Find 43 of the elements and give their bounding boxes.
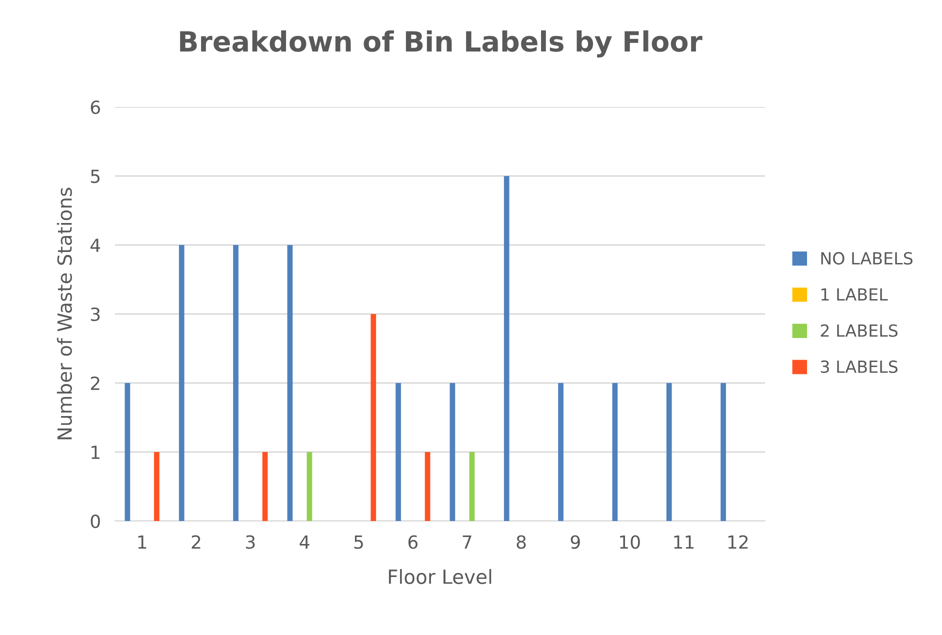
x-tick-label: 5	[354, 535, 363, 549]
x-tick-label: 3	[246, 535, 255, 549]
bar	[612, 383, 618, 521]
y-tick-label: 4	[90, 238, 100, 252]
legend-label: 2 LABELS	[820, 324, 898, 337]
bar	[306, 452, 312, 521]
x-tick-label: 4	[300, 535, 310, 549]
x-axis-title: Floor Level	[388, 569, 492, 584]
bar	[558, 383, 564, 521]
x-tick-label: 9	[570, 535, 580, 549]
x-tick-label: 7	[462, 535, 472, 549]
bar	[154, 452, 160, 521]
bar	[178, 245, 184, 521]
bar	[504, 176, 510, 521]
legend-label: 3 LABELS	[820, 360, 898, 374]
x-tick-label: 6	[408, 535, 418, 549]
bar	[720, 383, 726, 521]
y-tick-label: 1	[92, 446, 100, 459]
bar	[450, 383, 456, 521]
legend-label: 1 LABEL	[821, 288, 888, 301]
y-tick-label: 6	[90, 100, 100, 114]
y-tick-label: 0	[90, 514, 100, 528]
bar	[396, 383, 401, 521]
bar	[469, 452, 475, 521]
x-tick-label: 2	[192, 535, 200, 549]
y-tick-label: 5	[91, 170, 100, 184]
x-tick-label: 1	[138, 535, 146, 549]
y-tick-label: 2	[90, 376, 100, 390]
bar	[370, 314, 376, 521]
x-tick-label: 10	[620, 535, 640, 549]
x-tick-label: 12	[728, 535, 748, 549]
bar	[424, 452, 430, 521]
y-tick-label: 3	[91, 307, 100, 322]
chart-title: Breakdown of Bin Labels by Floor	[180, 30, 702, 58]
y-axis-title: Number of Waste Stations	[56, 188, 72, 440]
bar	[262, 452, 268, 521]
x-tick-label: 8	[516, 535, 526, 549]
legend-label: NO LABELS	[821, 252, 913, 265]
bar	[124, 383, 130, 521]
bar	[666, 383, 672, 521]
bar	[233, 245, 238, 521]
bar	[287, 245, 293, 521]
x-tick-label: 11	[674, 535, 694, 549]
